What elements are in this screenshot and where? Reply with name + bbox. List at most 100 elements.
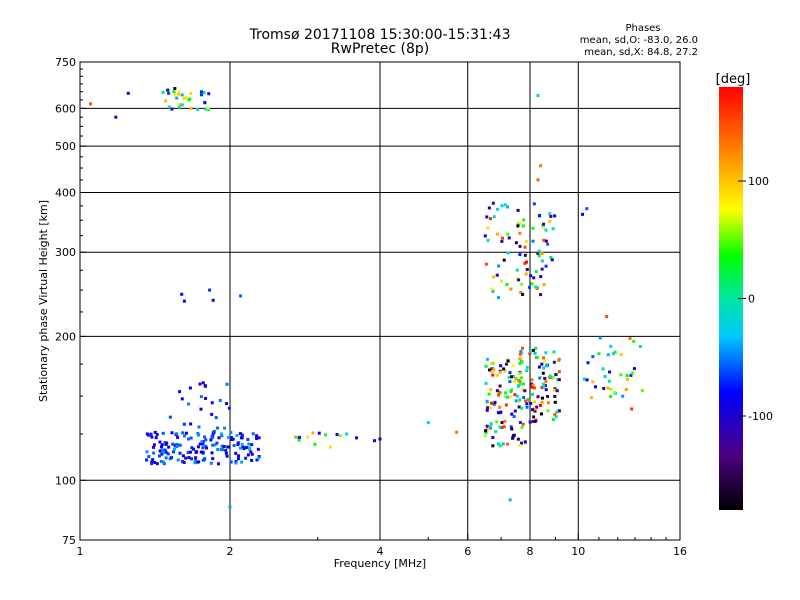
data-point (297, 438, 301, 442)
data-point (520, 360, 524, 364)
data-point (503, 419, 507, 423)
data-point (503, 369, 507, 373)
data-point (523, 253, 527, 257)
data-point (225, 382, 229, 386)
data-point (520, 406, 524, 410)
data-point (222, 444, 226, 448)
data-point (257, 455, 261, 459)
data-point (487, 206, 491, 210)
data-point (203, 384, 207, 388)
data-point (241, 445, 245, 449)
colorbar-axis: 100 0 -100 (738, 175, 773, 423)
y-tick-label: 750 (55, 56, 76, 69)
data-point (531, 419, 535, 423)
data-point (518, 231, 522, 235)
data-point (244, 456, 248, 460)
data-point (519, 290, 523, 294)
data-point (542, 226, 546, 230)
data-point (542, 356, 546, 360)
data-point (240, 460, 244, 464)
data-point (306, 435, 310, 439)
data-point (242, 447, 246, 451)
data-point (484, 381, 488, 385)
data-point (603, 375, 607, 379)
data-point (194, 450, 198, 454)
data-point (540, 400, 544, 404)
data-point (215, 441, 219, 445)
data-point (514, 241, 518, 245)
data-point (619, 373, 623, 377)
data-point (499, 410, 503, 414)
data-point (530, 385, 534, 389)
data-point (180, 93, 184, 97)
data-point (298, 435, 302, 439)
data-point (632, 367, 636, 371)
data-point (542, 385, 546, 389)
data-point (160, 445, 164, 449)
data-point (549, 255, 553, 259)
data-point (544, 388, 548, 392)
data-point (597, 352, 601, 356)
data-point (537, 249, 541, 253)
data-point (194, 456, 198, 460)
data-point (207, 108, 211, 112)
data-point (255, 434, 259, 438)
data-point (507, 236, 511, 240)
data-point (236, 443, 240, 447)
data-point (629, 373, 633, 377)
data-point (530, 382, 534, 386)
data-point (515, 394, 519, 398)
data-point (510, 388, 514, 392)
data-point (240, 442, 244, 446)
data-point (528, 285, 532, 289)
data-point (521, 224, 525, 228)
data-point (487, 392, 491, 396)
data-point (496, 411, 500, 415)
data-point (521, 388, 525, 392)
data-point (518, 382, 522, 386)
data-point (532, 415, 536, 419)
y-tick-label: 400 (55, 186, 76, 199)
y-tick-label: 600 (55, 102, 76, 115)
data-point (192, 447, 196, 451)
data-point (541, 382, 545, 386)
data-point (500, 421, 504, 425)
data-point (582, 377, 586, 381)
data-point (498, 405, 502, 409)
data-point (483, 429, 487, 433)
data-point (224, 402, 228, 406)
data-point (210, 435, 214, 439)
data-point (484, 430, 488, 434)
x-axis-label: Frequency [MHz] (334, 557, 426, 570)
data-point (183, 434, 187, 438)
data-point (426, 421, 430, 425)
data-point (176, 458, 180, 462)
data-point (208, 288, 212, 292)
data-point (542, 238, 546, 242)
data-point (187, 456, 191, 460)
data-point (178, 443, 182, 447)
data-point (250, 452, 254, 456)
data-point (198, 442, 202, 446)
data-point (525, 267, 529, 271)
data-point (508, 380, 512, 384)
data-point (608, 370, 612, 374)
data-point (184, 431, 188, 435)
data-point (239, 446, 243, 450)
data-point (488, 406, 492, 410)
data-point (613, 390, 617, 394)
data-point (530, 378, 534, 382)
data-point (206, 106, 210, 110)
data-point (520, 346, 524, 350)
data-point (172, 90, 176, 94)
data-point (516, 208, 520, 212)
data-point (485, 399, 489, 403)
data-point (335, 433, 339, 437)
data-point (188, 97, 192, 101)
data-point (162, 450, 166, 454)
x-tick-label: 2 (227, 545, 234, 558)
data-point (509, 425, 513, 429)
x-tick-label: 4 (377, 545, 384, 558)
data-point (495, 420, 499, 424)
data-point (545, 363, 549, 367)
